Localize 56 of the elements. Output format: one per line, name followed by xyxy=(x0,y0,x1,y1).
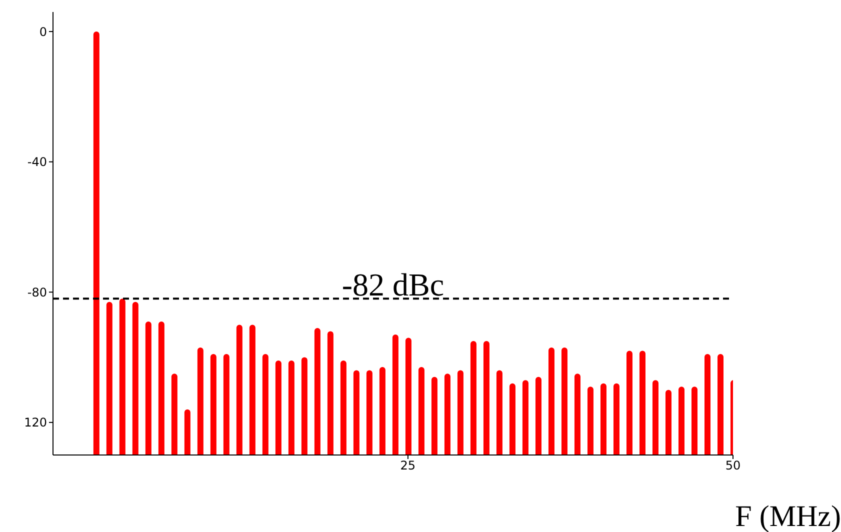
bar xyxy=(535,376,542,455)
bar xyxy=(210,354,216,455)
bar xyxy=(249,324,256,455)
y-tick-label: 120 xyxy=(24,416,47,430)
bar xyxy=(470,340,476,455)
bar xyxy=(379,367,386,455)
bar xyxy=(366,370,372,455)
ref-line-label: -82 dBc xyxy=(342,266,444,303)
bar xyxy=(145,321,152,455)
bar xyxy=(704,354,710,455)
bar xyxy=(626,350,632,455)
bar xyxy=(119,298,126,455)
bar xyxy=(275,360,282,455)
bar xyxy=(262,354,268,455)
bar xyxy=(496,370,502,455)
bar xyxy=(431,376,438,455)
bar xyxy=(236,324,242,455)
bar xyxy=(93,32,100,455)
bar xyxy=(587,386,594,455)
bar xyxy=(158,321,164,455)
bar xyxy=(444,374,450,455)
bar xyxy=(132,302,138,455)
bar xyxy=(678,386,684,455)
y-tick-label: -40 xyxy=(27,155,47,170)
bar xyxy=(184,409,190,455)
bar xyxy=(574,374,580,455)
y-tick-label: 0 xyxy=(39,24,47,39)
bar xyxy=(457,370,464,455)
bar xyxy=(665,390,672,455)
bar xyxy=(483,340,490,455)
bar xyxy=(548,348,554,455)
bar xyxy=(691,386,698,455)
bar xyxy=(340,360,346,455)
bar xyxy=(522,380,528,455)
bar xyxy=(639,350,646,455)
bar xyxy=(717,354,724,455)
bar xyxy=(327,331,334,455)
bar xyxy=(301,357,308,455)
bar xyxy=(106,302,112,455)
bar xyxy=(171,374,178,455)
bar xyxy=(613,383,620,455)
bar xyxy=(509,383,516,455)
x-tick-label: 25 xyxy=(400,458,416,473)
bar xyxy=(353,370,360,455)
bar xyxy=(314,328,320,455)
bar xyxy=(561,348,568,455)
bar xyxy=(405,338,412,455)
y-tick-label: -80 xyxy=(27,285,47,300)
bar xyxy=(392,334,398,455)
bar xyxy=(288,360,294,455)
bar xyxy=(600,383,606,455)
bar xyxy=(418,367,424,455)
x-tick-label: 50 xyxy=(725,458,741,473)
bar xyxy=(197,348,204,455)
bar xyxy=(652,380,658,455)
bar xyxy=(223,354,230,455)
